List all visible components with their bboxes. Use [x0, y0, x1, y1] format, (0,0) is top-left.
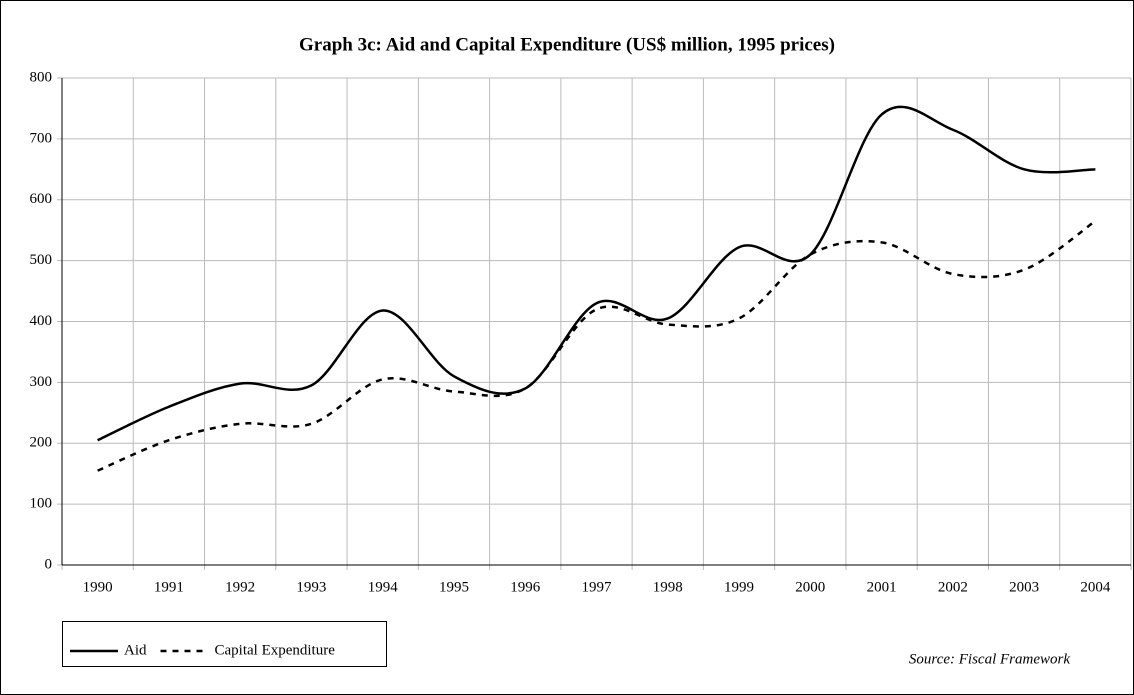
legend: Aid Capital Expenditure — [62, 621, 387, 667]
y-tick-label: 300 — [30, 374, 53, 390]
series-line — [97, 105, 1096, 442]
y-tick-label: 700 — [30, 130, 53, 146]
y-tick-label: 0 — [45, 556, 53, 572]
x-tick-label: 1997 — [582, 579, 613, 595]
y-tick-label: 200 — [30, 435, 53, 451]
x-tick-label: 1999 — [724, 579, 754, 595]
x-tick-label: 2001 — [867, 579, 897, 595]
x-tick-label: 2004 — [1080, 579, 1111, 595]
x-tick-label: 1998 — [653, 579, 683, 595]
x-tick-label: 1990 — [83, 579, 113, 595]
y-tick-label: 500 — [30, 252, 53, 268]
y-tick-label: 100 — [30, 496, 53, 512]
y-tick-label: 800 — [30, 69, 53, 85]
legend-label: Capital Expenditure — [215, 642, 336, 658]
x-tick-label: 1992 — [225, 579, 255, 595]
legend-label: Aid — [124, 642, 147, 658]
series-line — [97, 220, 1097, 472]
chart-title: Graph 3c: Aid and Capital Expenditure (U… — [299, 34, 835, 55]
x-tick-label: 2003 — [1009, 579, 1039, 595]
x-tick-label: 2000 — [795, 579, 825, 595]
x-tick-label: 1995 — [439, 579, 469, 595]
y-tick-label: 600 — [30, 191, 53, 207]
source-note: Source: Fiscal Framework — [909, 651, 1070, 667]
x-tick-label: 1991 — [154, 579, 184, 595]
x-tick-label: 1996 — [510, 579, 541, 595]
legend-box — [62, 621, 387, 667]
x-tick-label: 2002 — [938, 579, 968, 595]
x-tick-label: 1994 — [368, 579, 399, 595]
x-tick-label: 1993 — [296, 579, 326, 595]
y-tick-label: 400 — [30, 313, 53, 329]
